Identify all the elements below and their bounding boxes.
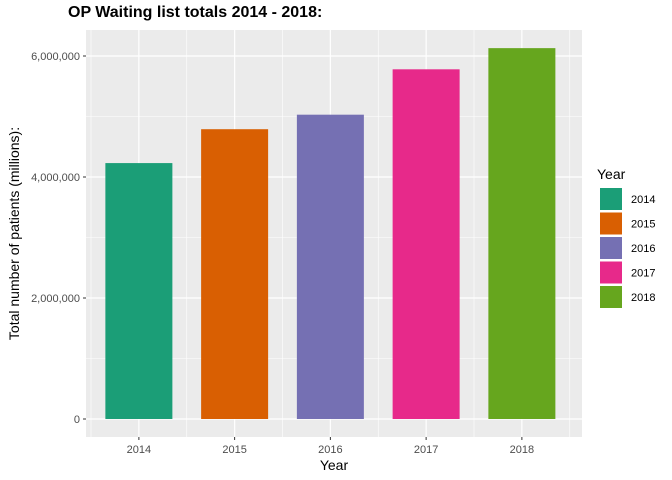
- legend-key-2014: [600, 188, 622, 210]
- x-tick-label: 2017: [414, 444, 438, 456]
- y-tick-label: 0: [74, 414, 80, 426]
- bar-2014: [105, 163, 173, 419]
- bar-2017: [392, 69, 460, 419]
- legend: Year 2014 2015 2016 2017 2018: [597, 166, 655, 308]
- x-tick-label: 2016: [318, 444, 342, 456]
- chart-title: OP Waiting list totals 2014 - 2018:: [68, 4, 322, 21]
- legend-key-2015: [600, 212, 622, 235]
- legend-label: 2015: [631, 219, 655, 231]
- y-tick-label: 6,000,000: [31, 51, 80, 63]
- x-axis: 2014 2015 2016 2017 2018: [127, 437, 534, 456]
- y-tick-label: 4,000,000: [31, 172, 80, 184]
- bar-2016: [296, 114, 364, 419]
- y-tick-label: 2,000,000: [31, 293, 80, 305]
- x-tick-label: 2015: [222, 444, 246, 456]
- bar-2018: [488, 48, 556, 419]
- x-axis-title: Year: [320, 457, 349, 473]
- x-tick-label: 2018: [510, 444, 534, 456]
- legend-label: 2016: [631, 243, 655, 255]
- legend-label: 2017: [631, 268, 655, 280]
- bar-2015: [201, 129, 269, 419]
- legend-key-2018: [600, 286, 622, 308]
- y-axis-title: Total number of patients (millions):: [6, 127, 22, 340]
- legend-label: 2018: [631, 292, 655, 304]
- legend-key-2016: [600, 237, 622, 259]
- legend-key-2017: [600, 261, 622, 284]
- x-tick-label: 2014: [127, 444, 151, 456]
- bars-group: [105, 48, 556, 419]
- y-axis: 0 2,000,000 4,000,000 6,000,000: [31, 51, 86, 426]
- legend-title: Year: [597, 166, 626, 182]
- legend-label: 2014: [631, 194, 655, 206]
